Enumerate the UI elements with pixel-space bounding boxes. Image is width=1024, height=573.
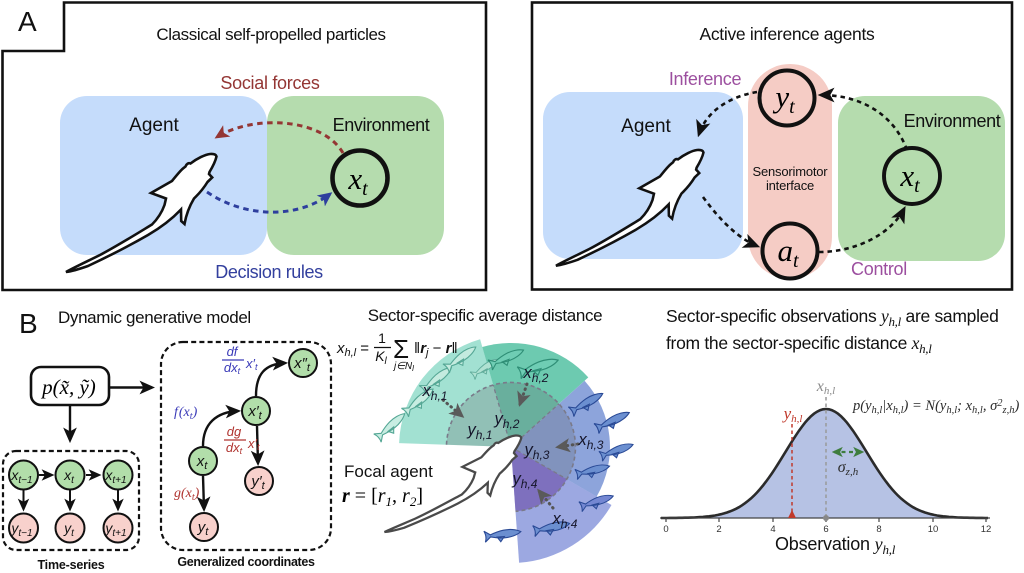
svg-text:Agent: Agent: [129, 115, 179, 136]
svg-text:xh,l =: xh,l =: [336, 340, 369, 359]
svg-text:Kl: Kl: [375, 348, 387, 367]
svg-text:Classical self-propelled parti: Classical self-propelled particles: [156, 25, 385, 44]
svg-text:4: 4: [770, 524, 775, 535]
svg-text:Active inference agents: Active inference agents: [699, 24, 875, 44]
svg-text:Σ: Σ: [393, 334, 409, 364]
svg-text:8: 8: [876, 524, 881, 535]
svg-text:interface: interface: [766, 178, 814, 193]
svg-text:B: B: [19, 308, 38, 339]
svg-text:p(x̃, ỹ): p(x̃, ỹ): [40, 375, 96, 399]
svg-text:g(xt): g(xt): [174, 486, 200, 503]
svg-text:x″t: x″t: [293, 355, 311, 374]
svg-text:12: 12: [981, 524, 992, 535]
svg-text:j∈Nl: j∈Nl: [392, 361, 414, 373]
svg-text:x′t: x′t: [247, 436, 260, 452]
svg-text:Environment: Environment: [333, 115, 430, 135]
svg-text:Time-series: Time-series: [37, 558, 104, 572]
svg-text:Dynamic generative model: Dynamic generative model: [58, 308, 251, 327]
svg-text:Sector-specific average distan: Sector-specific average distance: [368, 306, 602, 325]
svg-text:Sector-specific observations y: Sector-specific observations yh,l are sa…: [666, 306, 999, 329]
svg-text:2: 2: [716, 524, 721, 535]
svg-text:Agent: Agent: [621, 116, 671, 137]
svg-text:1: 1: [378, 330, 386, 346]
svg-text:from the sector-specific dista: from the sector-specific distance xh,l: [666, 333, 932, 356]
svg-text:‖rj − r‖: ‖rj − r‖: [414, 340, 458, 359]
svg-text:Inference: Inference: [669, 69, 742, 89]
svg-text:dxt: dxt: [224, 360, 241, 376]
svg-text:Environment: Environment: [904, 111, 1001, 131]
svg-text:p(yh,l|xh,l) = N(yh,l; xh,l, σ: p(yh,l|xh,l) = N(yh,l; xh,l, σ2z,h): [852, 398, 1019, 416]
svg-text:6: 6: [823, 524, 828, 535]
svg-text:A: A: [18, 6, 37, 37]
svg-text:Decision rules: Decision rules: [215, 262, 323, 282]
svg-text:dxt: dxt: [226, 440, 243, 456]
svg-text:r = [r1, r2]: r = [r1, r2]: [342, 485, 423, 509]
svg-text:10: 10: [928, 524, 939, 535]
svg-text:f(xt): f(xt): [174, 405, 198, 422]
svg-text:Control: Control: [851, 259, 907, 279]
svg-text:xh,l: xh,l: [816, 378, 835, 397]
svg-text:Sensorimotor: Sensorimotor: [753, 164, 829, 179]
svg-text:Observation yh,l: Observation yh,l: [775, 534, 896, 557]
svg-text:0: 0: [663, 524, 668, 535]
svg-text:dg: dg: [227, 424, 242, 439]
svg-text:Focal agent: Focal agent: [344, 462, 433, 481]
svg-text:x′t: x′t: [245, 356, 258, 372]
svg-text:yh,l: yh,l: [782, 404, 803, 425]
svg-text:df: df: [227, 344, 239, 359]
svg-text:Social forces: Social forces: [220, 73, 319, 93]
svg-text:Generalized coordinates: Generalized coordinates: [177, 555, 315, 569]
